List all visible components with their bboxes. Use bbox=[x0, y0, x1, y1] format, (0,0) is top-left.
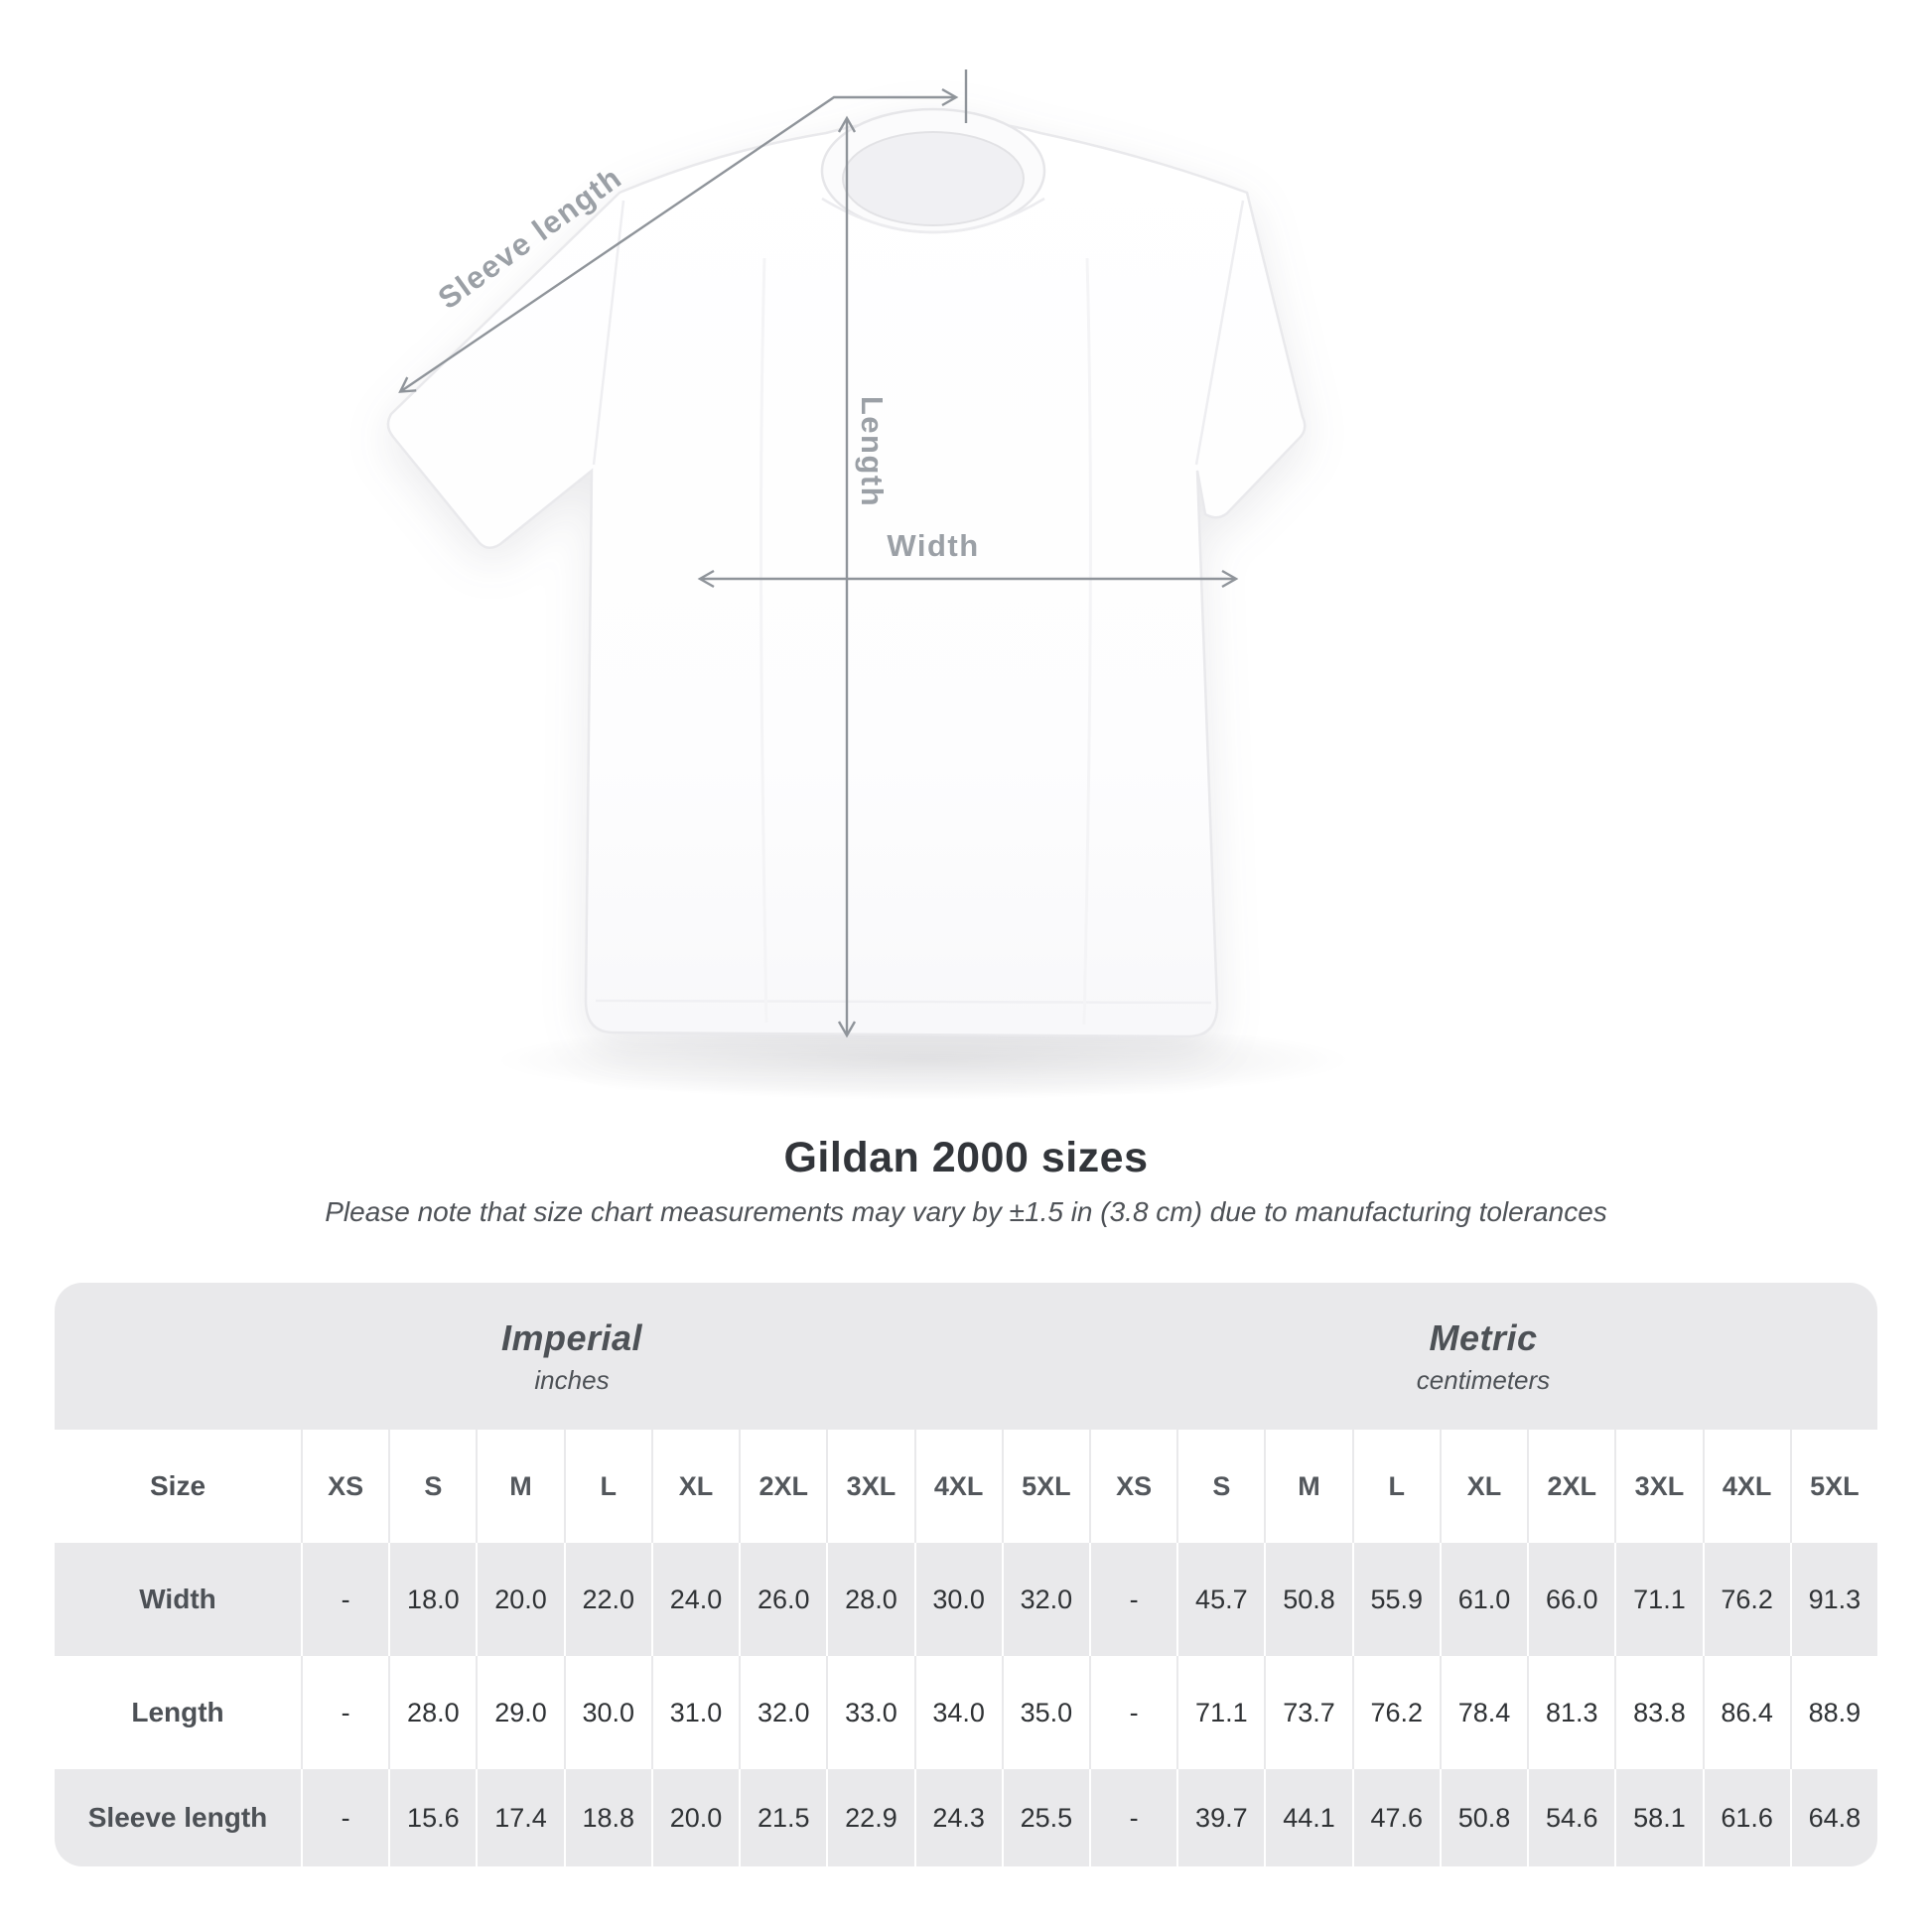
sleeve-length-metric-s: 39.7 bbox=[1176, 1769, 1265, 1866]
sleeve-length-imperial-5xl: 25.5 bbox=[1001, 1769, 1089, 1866]
sleeve-length-imperial-4xl: 24.3 bbox=[913, 1769, 1002, 1866]
length-imperial-m: 29.0 bbox=[476, 1656, 564, 1769]
row-label-width: Width bbox=[55, 1543, 301, 1656]
length-metric-3xl: 83.8 bbox=[1614, 1656, 1703, 1769]
length-metric-2xl: 81.3 bbox=[1527, 1656, 1615, 1769]
metric-size-header-xl: XL bbox=[1439, 1430, 1528, 1543]
width-imperial-l: 22.0 bbox=[563, 1543, 651, 1656]
width-metric-xs: - bbox=[1088, 1543, 1177, 1656]
metric-size-header-5xl: 5XL bbox=[1789, 1430, 1877, 1543]
metric-size-header-m: M bbox=[1264, 1430, 1352, 1543]
sleeve-length-metric-m: 44.1 bbox=[1264, 1769, 1352, 1866]
metric-group-unit: centimeters bbox=[1416, 1364, 1551, 1395]
imperial-size-header-m: M bbox=[476, 1430, 564, 1543]
fold-line bbox=[1082, 257, 1092, 1026]
collar-inner bbox=[842, 131, 1025, 226]
metric-size-header-4xl: 4XL bbox=[1702, 1430, 1790, 1543]
length-imperial-xl: 31.0 bbox=[650, 1656, 740, 1769]
metric-size-header-xs: XS bbox=[1088, 1430, 1177, 1543]
imperial-size-header-2xl: 2XL bbox=[739, 1430, 827, 1543]
width-imperial-s: 18.0 bbox=[388, 1543, 477, 1656]
page-title: Gildan 2000 sizes bbox=[783, 1134, 1149, 1181]
metric-size-header-2xl: 2XL bbox=[1527, 1430, 1615, 1543]
imperial-size-header-5xl: 5XL bbox=[1001, 1430, 1089, 1543]
width-imperial-2xl: 26.0 bbox=[739, 1543, 827, 1656]
length-imperial-l: 30.0 bbox=[563, 1656, 651, 1769]
length-metric-xl: 78.4 bbox=[1439, 1656, 1528, 1769]
width-metric-l: 55.9 bbox=[1351, 1543, 1440, 1656]
length-metric-s: 71.1 bbox=[1176, 1656, 1265, 1769]
width-metric-xl: 61.0 bbox=[1439, 1543, 1528, 1656]
sleeve-length-metric-2xl: 54.6 bbox=[1527, 1769, 1615, 1866]
length-metric-5xl: 88.9 bbox=[1789, 1656, 1877, 1769]
imperial-group-title: Imperial bbox=[500, 1316, 643, 1358]
sleeve-length-metric-5xl: 64.8 bbox=[1789, 1769, 1877, 1866]
width-imperial-xs: - bbox=[301, 1543, 389, 1656]
sleeve-length-imperial-s: 15.6 bbox=[388, 1769, 477, 1866]
width-imperial-4xl: 30.0 bbox=[913, 1543, 1002, 1656]
imperial-group-unit: inches bbox=[534, 1364, 610, 1395]
sleeve-length-imperial-l: 18.8 bbox=[563, 1769, 651, 1866]
imperial-size-header-l: L bbox=[563, 1430, 651, 1543]
sleeve-length-line bbox=[398, 87, 959, 393]
length-metric-xs: - bbox=[1088, 1656, 1177, 1769]
length-metric-l: 76.2 bbox=[1351, 1656, 1440, 1769]
metric-size-header-s: S bbox=[1176, 1430, 1265, 1543]
page-subtitle: Please note that size chart measurements… bbox=[325, 1196, 1607, 1227]
width-imperial-m: 20.0 bbox=[476, 1543, 564, 1656]
row-label-length: Length bbox=[55, 1656, 301, 1769]
sleeve-length-metric-3xl: 58.1 bbox=[1614, 1769, 1703, 1866]
imperial-size-header-xs: XS bbox=[301, 1430, 389, 1543]
length-metric-4xl: 86.4 bbox=[1702, 1656, 1790, 1769]
length-imperial-3xl: 33.0 bbox=[826, 1656, 914, 1769]
width-imperial-xl: 24.0 bbox=[650, 1543, 740, 1656]
length-imperial-2xl: 32.0 bbox=[739, 1656, 827, 1769]
width-metric-s: 45.7 bbox=[1176, 1543, 1265, 1656]
width-metric-5xl: 91.3 bbox=[1789, 1543, 1877, 1656]
tshirt-diagram: Sleeve length Length Width bbox=[386, 69, 1350, 1100]
width-imperial-5xl: 32.0 bbox=[1001, 1543, 1089, 1656]
imperial-size-header-s: S bbox=[388, 1430, 477, 1543]
right-sleeve-seam bbox=[1194, 200, 1245, 466]
length-imperial-5xl: 35.0 bbox=[1001, 1656, 1089, 1769]
length-imperial-xs: - bbox=[301, 1656, 389, 1769]
width-metric-3xl: 71.1 bbox=[1614, 1543, 1703, 1656]
sleeve-length-imperial-xs: - bbox=[301, 1769, 389, 1866]
length-imperial-s: 28.0 bbox=[388, 1656, 477, 1769]
sleeve-length-metric-4xl: 61.6 bbox=[1702, 1769, 1790, 1866]
width-label: Width bbox=[887, 528, 979, 563]
size-table: Imperial inches Metric centimeters Size X… bbox=[55, 1283, 1877, 1866]
length-metric-m: 73.7 bbox=[1264, 1656, 1352, 1769]
sleeve-length-imperial-3xl: 22.9 bbox=[826, 1769, 914, 1866]
metric-size-header-l: L bbox=[1351, 1430, 1440, 1543]
sleeve-length-imperial-m: 17.4 bbox=[476, 1769, 564, 1866]
sleeve-length-imperial-2xl: 21.5 bbox=[739, 1769, 827, 1866]
imperial-size-header-4xl: 4XL bbox=[913, 1430, 1002, 1543]
width-metric-4xl: 76.2 bbox=[1702, 1543, 1790, 1656]
sleeve-length-metric-xs: - bbox=[1088, 1769, 1177, 1866]
imperial-size-header-xl: XL bbox=[650, 1430, 740, 1543]
hem-stitch bbox=[595, 999, 1212, 1005]
tshirt-diagram-svg: Sleeve length Length Width bbox=[386, 69, 1350, 1100]
row-label-sleeve-length: Sleeve length bbox=[55, 1769, 301, 1866]
sleeve-length-imperial-xl: 20.0 bbox=[650, 1769, 740, 1866]
sleeve-length-metric-l: 47.6 bbox=[1351, 1769, 1440, 1866]
imperial-group-header: Imperial inches bbox=[55, 1283, 1089, 1430]
size-column-header: Size bbox=[55, 1430, 301, 1543]
metric-group-title: Metric bbox=[1429, 1316, 1538, 1358]
length-imperial-4xl: 34.0 bbox=[913, 1656, 1002, 1769]
width-metric-2xl: 66.0 bbox=[1527, 1543, 1615, 1656]
metric-group-header: Metric centimeters bbox=[1088, 1283, 1877, 1430]
metric-size-header-3xl: 3XL bbox=[1614, 1430, 1703, 1543]
shirt-shadow bbox=[496, 1021, 1350, 1100]
length-label: Length bbox=[855, 396, 890, 507]
imperial-size-header-3xl: 3XL bbox=[826, 1430, 914, 1543]
width-metric-m: 50.8 bbox=[1264, 1543, 1352, 1656]
sleeve-length-metric-xl: 50.8 bbox=[1439, 1769, 1528, 1866]
width-imperial-3xl: 28.0 bbox=[826, 1543, 914, 1656]
